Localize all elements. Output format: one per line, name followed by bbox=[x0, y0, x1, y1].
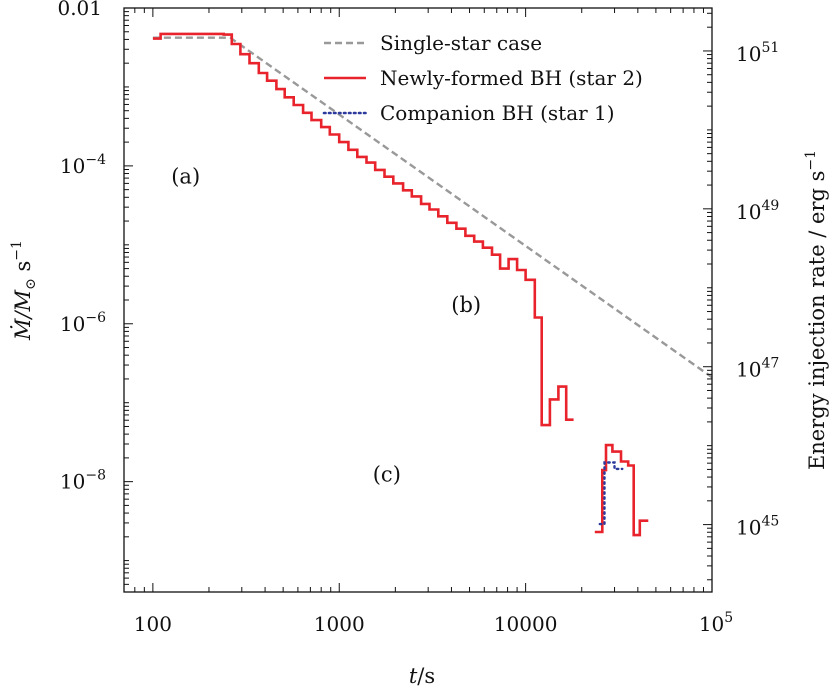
tick-labels: 100 1000 10000 105 0.01 10−4 10−6 10−8 1051 1049 1… bbox=[57, 0, 779, 636]
right-y-tick-label: 1049 bbox=[736, 198, 779, 224]
series-2-segment-0 bbox=[598, 461, 624, 526]
legend-label-1: Newly-formed BH (star 2) bbox=[380, 66, 643, 90]
plot-curves bbox=[152, 32, 713, 537]
series-1-segment-1 bbox=[594, 443, 649, 537]
x-tick-label: 105 bbox=[699, 610, 733, 636]
right-y-tick-label: 1047 bbox=[736, 356, 779, 382]
y-tick-label: 10−8 bbox=[60, 468, 106, 494]
y-tick-label: 0.01 bbox=[57, 0, 102, 20]
y-tick-label: 10−4 bbox=[60, 152, 106, 178]
y-tick-label: 10−6 bbox=[60, 310, 106, 336]
axis-ticks bbox=[123, 7, 713, 593]
legend-label-0: Single-star case bbox=[380, 31, 542, 55]
x-tick-label: 100 bbox=[134, 612, 172, 636]
annotation-0: (a) bbox=[171, 164, 200, 188]
axis-labels: t/s Ṁ/M⊙ s−1 Energy injection rate / erg s… bbox=[9, 150, 829, 688]
x-tick-label: 1000 bbox=[314, 612, 365, 636]
annotation-2: (c) bbox=[373, 463, 401, 487]
right-y-axis-label: Energy injection rate / erg s−1 bbox=[803, 150, 829, 470]
annotation-1: (b) bbox=[451, 293, 481, 317]
right-y-tick-label: 1045 bbox=[736, 514, 779, 540]
right-y-tick-label: 1051 bbox=[736, 40, 779, 66]
y-axis-label: Ṁ/M⊙ s−1 bbox=[9, 240, 39, 341]
legend-label-2: Companion BH (star 1) bbox=[380, 101, 615, 125]
series-0-segment-0 bbox=[152, 36, 713, 379]
series-1-segment-0 bbox=[152, 32, 574, 427]
legend: Single-star case Newly-formed BH (star 2)… bbox=[322, 31, 643, 125]
x-tick-label: 10000 bbox=[494, 612, 558, 636]
annotations: (a) (b) (c) bbox=[171, 164, 481, 486]
x-axis-label: t/s bbox=[409, 664, 435, 688]
